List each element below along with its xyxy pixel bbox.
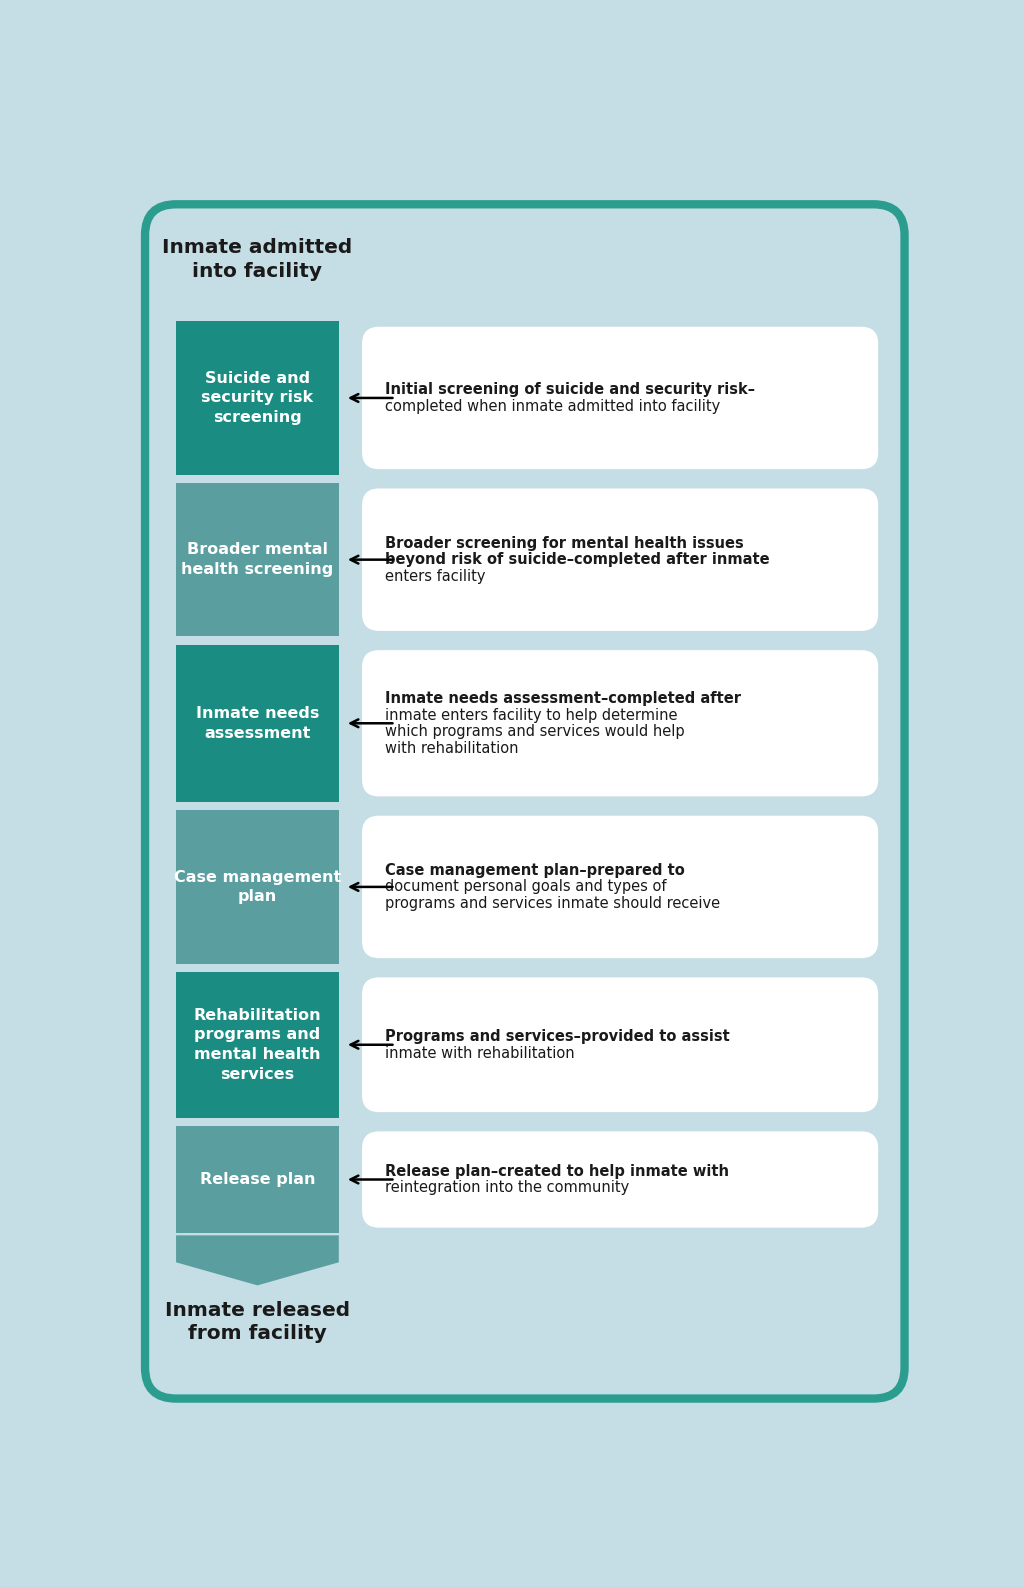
- Text: Broader mental
health screening: Broader mental health screening: [181, 543, 334, 578]
- Text: Suicide and
security risk
screening: Suicide and security risk screening: [202, 371, 313, 425]
- FancyBboxPatch shape: [176, 811, 339, 963]
- Polygon shape: [176, 1235, 339, 1285]
- Text: Case management
plan: Case management plan: [174, 870, 341, 905]
- FancyBboxPatch shape: [176, 1127, 339, 1233]
- Text: Inmate admitted
into facility: Inmate admitted into facility: [162, 238, 352, 281]
- FancyBboxPatch shape: [362, 1132, 879, 1228]
- FancyBboxPatch shape: [176, 644, 339, 801]
- Text: Inmate released
from facility: Inmate released from facility: [165, 1301, 350, 1343]
- Text: Inmate needs
assessment: Inmate needs assessment: [196, 706, 319, 741]
- Text: inmate enters facility to help determine: inmate enters facility to help determine: [385, 708, 678, 722]
- FancyBboxPatch shape: [362, 816, 879, 959]
- Text: completed when inmate admitted into facility: completed when inmate admitted into faci…: [385, 398, 721, 414]
- Text: inmate with rehabilitation: inmate with rehabilitation: [385, 1046, 574, 1060]
- Text: Case management plan–prepared to: Case management plan–prepared to: [385, 863, 685, 878]
- Text: document personal goals and types of: document personal goals and types of: [385, 879, 667, 895]
- Text: Programs and services–provided to assist: Programs and services–provided to assist: [385, 1028, 730, 1044]
- Text: Rehabilitation
programs and
mental health
services: Rehabilitation programs and mental healt…: [194, 1008, 322, 1082]
- FancyBboxPatch shape: [362, 978, 879, 1112]
- Text: reintegration into the community: reintegration into the community: [385, 1181, 630, 1195]
- Text: enters facility: enters facility: [385, 568, 485, 584]
- FancyBboxPatch shape: [362, 489, 879, 632]
- Text: beyond risk of suicide–completed after inmate: beyond risk of suicide–completed after i…: [385, 552, 770, 567]
- Text: Broader screening for mental health issues: Broader screening for mental health issu…: [385, 535, 744, 551]
- FancyBboxPatch shape: [362, 651, 879, 797]
- FancyBboxPatch shape: [176, 971, 339, 1117]
- FancyBboxPatch shape: [145, 205, 904, 1398]
- Text: with rehabilitation: with rehabilitation: [385, 741, 519, 755]
- Text: Release plan–created to help inmate with: Release plan–created to help inmate with: [385, 1163, 729, 1179]
- FancyBboxPatch shape: [176, 321, 339, 475]
- Text: which programs and services would help: which programs and services would help: [385, 724, 685, 740]
- Text: Release plan: Release plan: [200, 1173, 315, 1187]
- Text: programs and services inmate should receive: programs and services inmate should rece…: [385, 897, 721, 911]
- FancyBboxPatch shape: [176, 482, 339, 636]
- FancyBboxPatch shape: [362, 327, 879, 470]
- Text: Inmate needs assessment–completed after: Inmate needs assessment–completed after: [385, 690, 741, 706]
- Text: Initial screening of suicide and security risk–: Initial screening of suicide and securit…: [385, 382, 756, 397]
